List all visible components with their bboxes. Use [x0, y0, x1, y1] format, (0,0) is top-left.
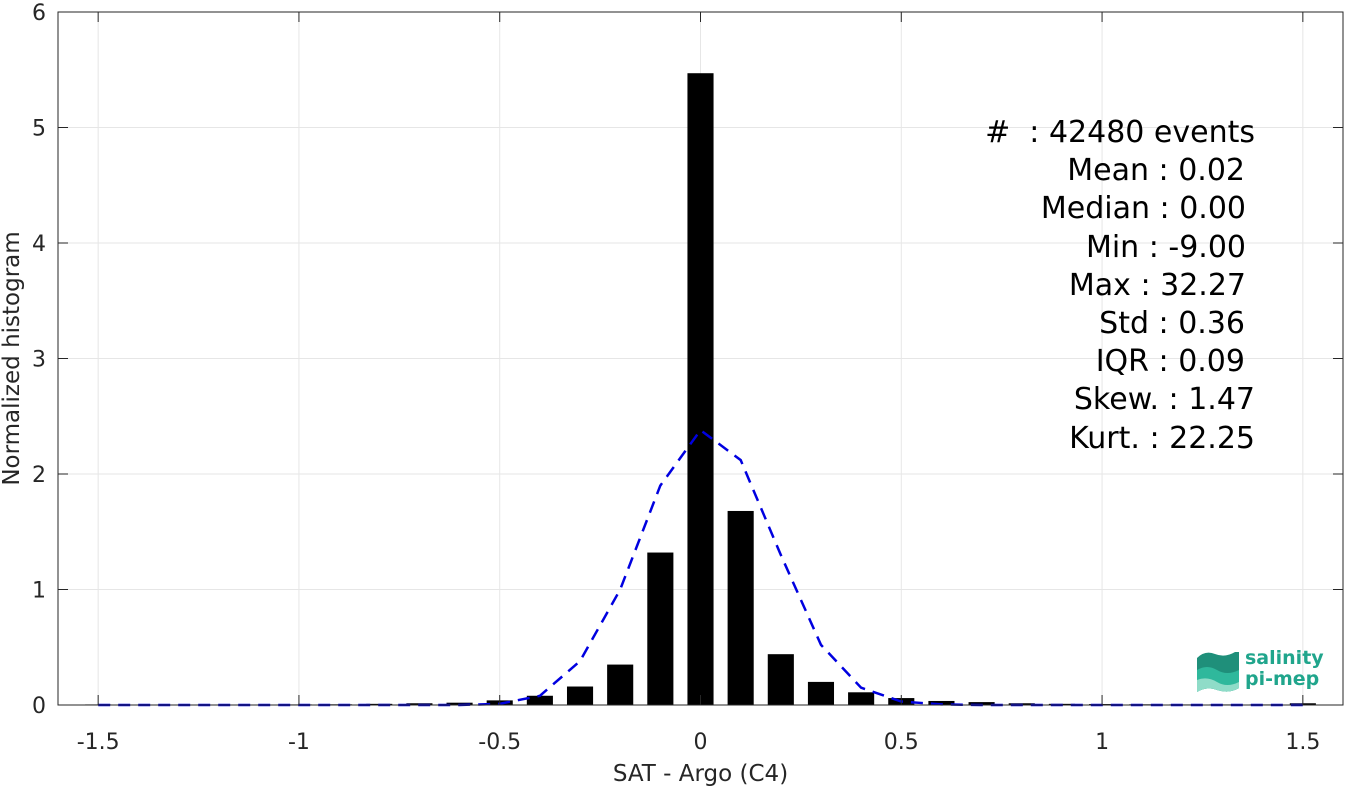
- histogram-bar: [767, 654, 794, 705]
- x-axis-label: SAT - Argo (C4): [613, 761, 788, 787]
- x-tick-label: 0.5: [884, 730, 919, 755]
- histogram-bar: [607, 664, 634, 705]
- y-tick-label: 4: [32, 232, 46, 257]
- stat-kurt: Kurt. : 22.25: [1069, 420, 1255, 456]
- histogram-bar: [807, 681, 835, 705]
- stat-events: # : 42480 events: [985, 115, 1255, 150]
- y-tick-label: 3: [32, 348, 46, 373]
- histogram-bar: [968, 702, 995, 705]
- stat-min: Min : -9.00: [1085, 229, 1246, 265]
- histogram-bar: [526, 695, 553, 705]
- logo-line-1: salinity: [1245, 647, 1324, 669]
- x-tick-label: -1: [288, 730, 310, 755]
- histogram-bar: [647, 552, 674, 705]
- y-tick-label: 6: [32, 1, 46, 26]
- histogram-bars: [85, 73, 1316, 706]
- stats-annotation: # : 42480 events Mean : 0.02 Median : 0.…: [900, 114, 1255, 458]
- histogram-bar: [687, 73, 714, 706]
- salinity-pi-mep-logo: salinity pi-mep: [1195, 648, 1325, 696]
- stat-skew: Skew. : 1.47: [1073, 382, 1255, 418]
- stat-max: Max : 32.27: [1068, 267, 1246, 303]
- y-axis-label: Normalized histogram: [0, 231, 25, 485]
- x-tick-label: -0.5: [478, 730, 521, 755]
- logo-waves-icon: [1197, 652, 1239, 692]
- y-tick-label: 0: [32, 694, 46, 719]
- stat-iqr: IQR : 0.09: [1095, 344, 1245, 380]
- logo-text: salinity pi-mep: [1245, 648, 1324, 690]
- logo-line-2: pi-mep: [1245, 668, 1320, 690]
- x-tick-label: 1.5: [1285, 730, 1320, 755]
- x-tick-label: 1: [1095, 730, 1109, 755]
- y-tick-label: 5: [32, 117, 46, 142]
- x-tick-label: 0: [694, 730, 708, 755]
- histogram-bar: [928, 700, 955, 705]
- stat-mean: Mean : 0.02: [1067, 153, 1245, 189]
- histogram-bar: [727, 510, 754, 705]
- stat-std: Std : 0.36: [1099, 306, 1245, 342]
- y-tick-label: 2: [32, 463, 46, 488]
- histogram-bar: [848, 692, 875, 705]
- y-tick-label: 1: [32, 579, 46, 604]
- x-tick-label: -1.5: [77, 730, 120, 755]
- axis-ticks: -1.5 -1 -0.5 0 0.5 1 1.5 0 1 2 3 4 5 6: [32, 1, 1343, 755]
- stat-median: Median : 0.00: [1040, 191, 1246, 227]
- histogram-bar: [566, 686, 594, 705]
